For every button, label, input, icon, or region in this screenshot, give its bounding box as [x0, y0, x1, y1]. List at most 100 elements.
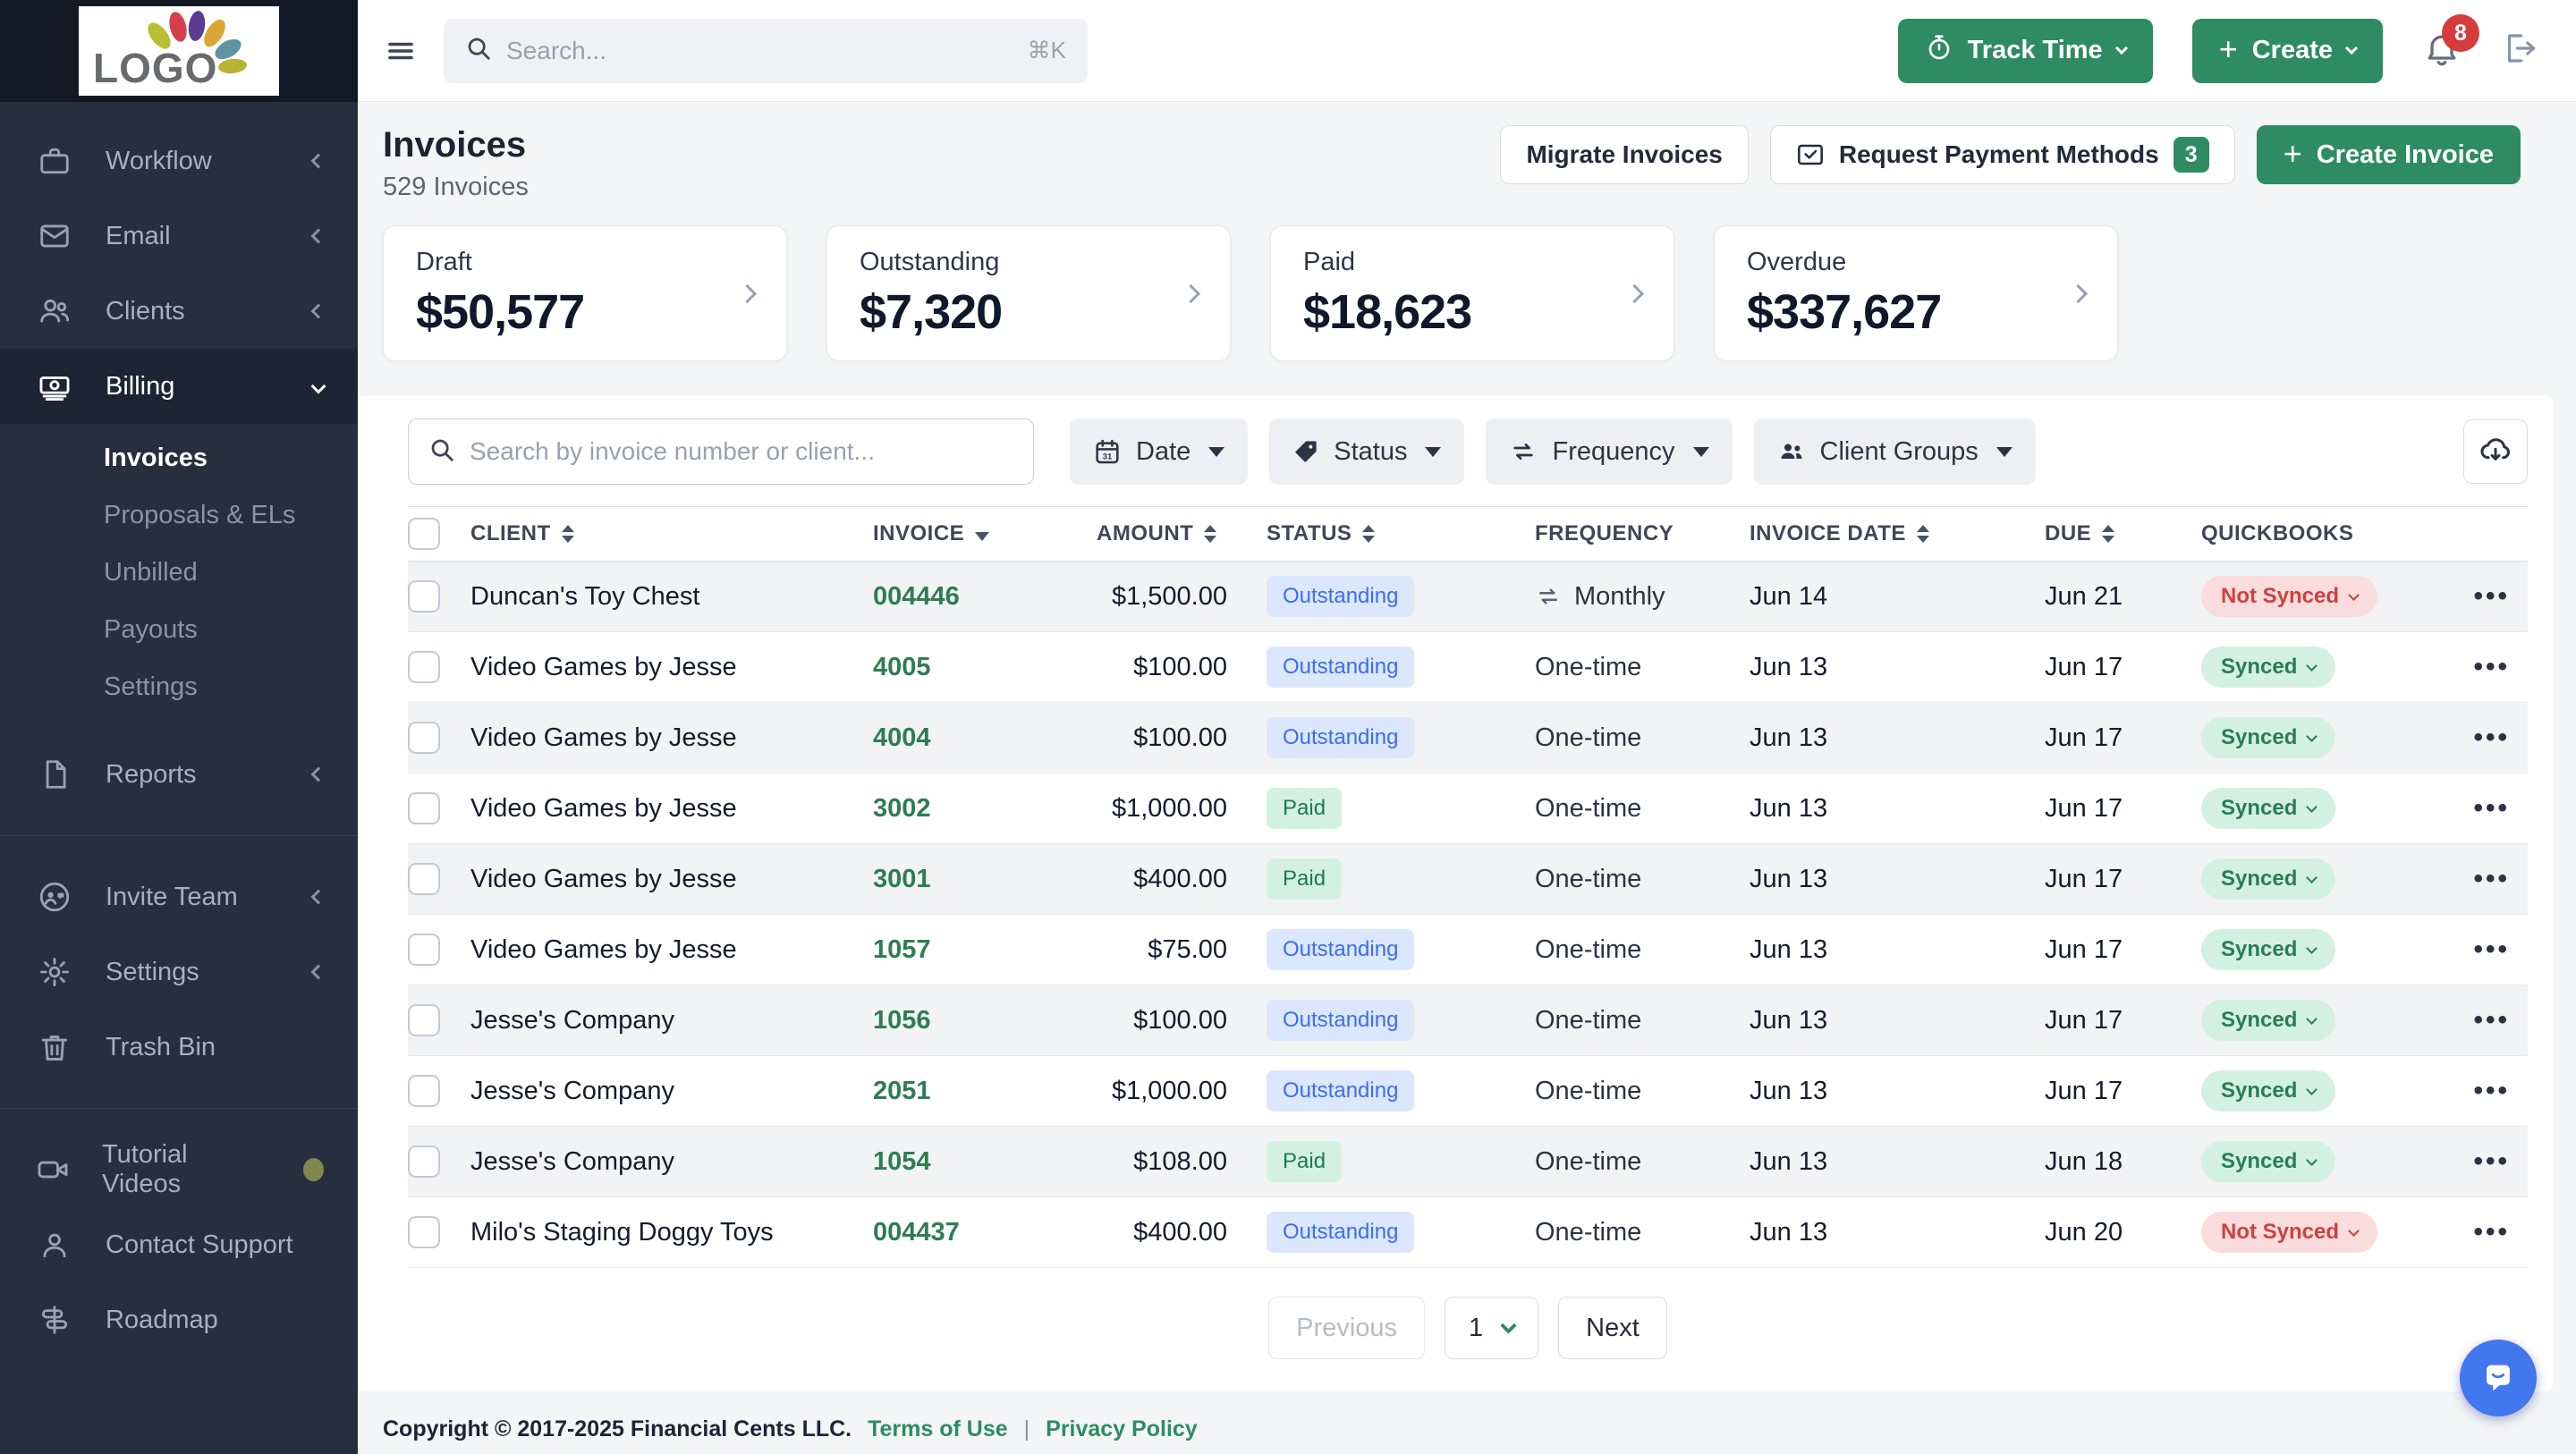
sidebar-item-workflow[interactable]: Workflow [0, 123, 358, 199]
row-checkbox[interactable] [408, 792, 440, 824]
company-logo[interactable]: LOGO [79, 6, 279, 96]
create-button[interactable]: + Create [2191, 18, 2383, 83]
global-search[interactable]: ⌘K [444, 18, 1088, 83]
column-header-amount[interactable]: Amount [1097, 521, 1267, 546]
create-invoice-button[interactable]: + Create Invoice [2256, 125, 2521, 184]
track-time-button[interactable]: Track Time [1897, 18, 2153, 83]
invoice-number-link[interactable]: 1057 [873, 934, 931, 964]
status-badge: Outstanding [1267, 1070, 1415, 1112]
row-menu-icon[interactable]: ••• [2473, 864, 2510, 893]
sidebar-item-roadmap[interactable]: Roadmap [0, 1282, 358, 1357]
quickbooks-sync-badge[interactable]: Synced [2201, 717, 2336, 758]
quickbooks-sync-badge[interactable]: Synced [2201, 1070, 2336, 1112]
frequency-cell: One-time [1535, 1005, 1642, 1035]
quickbooks-sync-badge[interactable]: Synced [2201, 1000, 2336, 1041]
row-checkbox[interactable] [408, 580, 440, 613]
sidebar-item-contact-support[interactable]: Contact Support [0, 1207, 358, 1282]
row-checkbox[interactable] [408, 1216, 440, 1248]
chevron-down-icon [2306, 1012, 2318, 1025]
row-checkbox[interactable] [408, 863, 440, 895]
quickbooks-sync-badge[interactable]: Synced [2201, 929, 2336, 970]
sidebar-item-reports[interactable]: Reports [0, 737, 358, 812]
quickbooks-sync-badge[interactable]: Synced [2201, 858, 2336, 900]
row-checkbox[interactable] [408, 1075, 440, 1107]
invoice-search[interactable] [408, 418, 1034, 485]
chat-widget-button[interactable] [2460, 1340, 2537, 1416]
hamburger-menu-icon[interactable] [385, 35, 417, 67]
sidebar-item-email[interactable]: Email [0, 199, 358, 274]
row-checkbox[interactable] [408, 934, 440, 966]
export-button[interactable] [2463, 419, 2528, 484]
sidebar-item-clients[interactable]: Clients [0, 274, 358, 349]
quickbooks-sync-badge[interactable]: Synced [2201, 788, 2336, 829]
row-checkbox[interactable] [408, 1004, 440, 1036]
summary-card-outstanding[interactable]: Outstanding $7,320 [826, 225, 1231, 361]
summary-card-overdue[interactable]: Overdue $337,627 [1714, 225, 2118, 361]
invoice-date: Jun 13 [1750, 1146, 1828, 1176]
column-header-invoice-date[interactable]: Invoice Date [1750, 521, 2045, 546]
summary-card-draft[interactable]: Draft $50,577 [383, 225, 787, 361]
row-menu-icon[interactable]: ••• [2473, 1217, 2510, 1247]
logout-icon[interactable] [2501, 30, 2538, 72]
row-menu-icon[interactable]: ••• [2473, 581, 2510, 611]
invoice-number-link[interactable]: 4004 [873, 723, 931, 752]
quickbooks-sync-badge[interactable]: Not Synced [2201, 1212, 2378, 1253]
sidebar-item-invite-team[interactable]: Invite Team [0, 859, 358, 934]
invoice-number-link[interactable]: 3002 [873, 793, 931, 823]
status-badge: Outstanding [1267, 1000, 1415, 1041]
filter-client-groups[interactable]: Client Groups [1753, 418, 2036, 485]
column-header-status[interactable]: Status [1267, 521, 1535, 546]
submenu-item-billing-settings[interactable]: Settings [104, 672, 198, 701]
quickbooks-sync-badge[interactable]: Synced [2201, 647, 2336, 688]
invoice-number-link[interactable]: 3001 [873, 864, 931, 893]
row-checkbox[interactable] [408, 651, 440, 683]
sidebar-item-billing[interactable]: Billing [0, 349, 358, 424]
invoice-count: 529 Invoices [383, 173, 529, 201]
request-payment-methods-button[interactable]: Request Payment Methods 3 [1769, 125, 2235, 184]
row-menu-icon[interactable]: ••• [2473, 1146, 2510, 1176]
migrate-invoices-button[interactable]: Migrate Invoices [1500, 125, 1749, 184]
invoice-amount: $1,000.00 [1111, 1076, 1227, 1105]
privacy-policy-link[interactable]: Privacy Policy [1046, 1416, 1198, 1441]
submenu-item-unbilled[interactable]: Unbilled [104, 557, 198, 587]
invoice-number-link[interactable]: 1054 [873, 1146, 931, 1176]
notifications-button[interactable]: 8 [2422, 14, 2479, 72]
sidebar-item-trash-bin[interactable]: Trash Bin [0, 1010, 358, 1085]
row-menu-icon[interactable]: ••• [2473, 1076, 2510, 1105]
invoice-number-link[interactable]: 004437 [873, 1217, 960, 1247]
summary-card-paid[interactable]: Paid $18,623 [1270, 225, 1674, 361]
row-checkbox[interactable] [408, 1145, 440, 1178]
row-checkbox[interactable] [408, 722, 440, 754]
quickbooks-sync-badge[interactable]: Synced [2201, 1141, 2336, 1182]
previous-page-button[interactable]: Previous [1268, 1297, 1426, 1359]
submenu-item-invoices[interactable]: Invoices [104, 443, 208, 472]
next-page-button[interactable]: Next [1558, 1297, 1667, 1359]
filter-date[interactable]: 31 Date [1070, 418, 1249, 485]
row-menu-icon[interactable]: ••• [2473, 1005, 2510, 1035]
chevron-down-icon [2306, 800, 2318, 813]
filter-frequency[interactable]: Frequency [1486, 418, 1733, 485]
row-menu-icon[interactable]: ••• [2473, 723, 2510, 752]
submenu-item-payouts[interactable]: Payouts [104, 614, 198, 644]
invoice-number-link[interactable]: 004446 [873, 581, 960, 611]
invoice-search-input[interactable] [470, 437, 1013, 466]
select-all-checkbox[interactable] [408, 518, 440, 550]
row-menu-icon[interactable]: ••• [2473, 793, 2510, 823]
invoice-number-link[interactable]: 1056 [873, 1005, 931, 1035]
invoice-number-link[interactable]: 2051 [873, 1076, 931, 1105]
column-header-due[interactable]: Due [2045, 521, 2201, 546]
row-menu-icon[interactable]: ••• [2473, 652, 2510, 681]
column-header-client[interactable]: Client [470, 521, 873, 546]
submenu-item-proposals[interactable]: Proposals & ELs [104, 500, 296, 529]
chevron-down-icon [1500, 1316, 1517, 1334]
row-menu-icon[interactable]: ••• [2473, 934, 2510, 964]
invoice-number-link[interactable]: 4005 [873, 652, 931, 681]
terms-of-use-link[interactable]: Terms of Use [868, 1416, 1008, 1441]
sidebar-item-tutorial-videos[interactable]: Tutorial Videos [0, 1132, 358, 1207]
page-select[interactable]: 1 [1445, 1297, 1539, 1359]
sidebar-item-settings[interactable]: Settings [0, 934, 358, 1010]
global-search-input[interactable] [506, 36, 1013, 65]
quickbooks-sync-badge[interactable]: Not Synced [2201, 576, 2378, 617]
column-header-invoice[interactable]: Invoice [873, 521, 1097, 546]
filter-status[interactable]: Status [1269, 418, 1465, 485]
